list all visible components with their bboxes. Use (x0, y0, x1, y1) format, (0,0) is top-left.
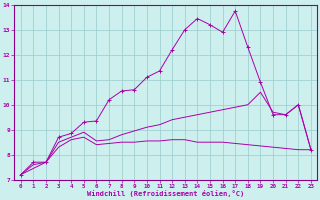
X-axis label: Windchill (Refroidissement éolien,°C): Windchill (Refroidissement éolien,°C) (87, 190, 244, 197)
